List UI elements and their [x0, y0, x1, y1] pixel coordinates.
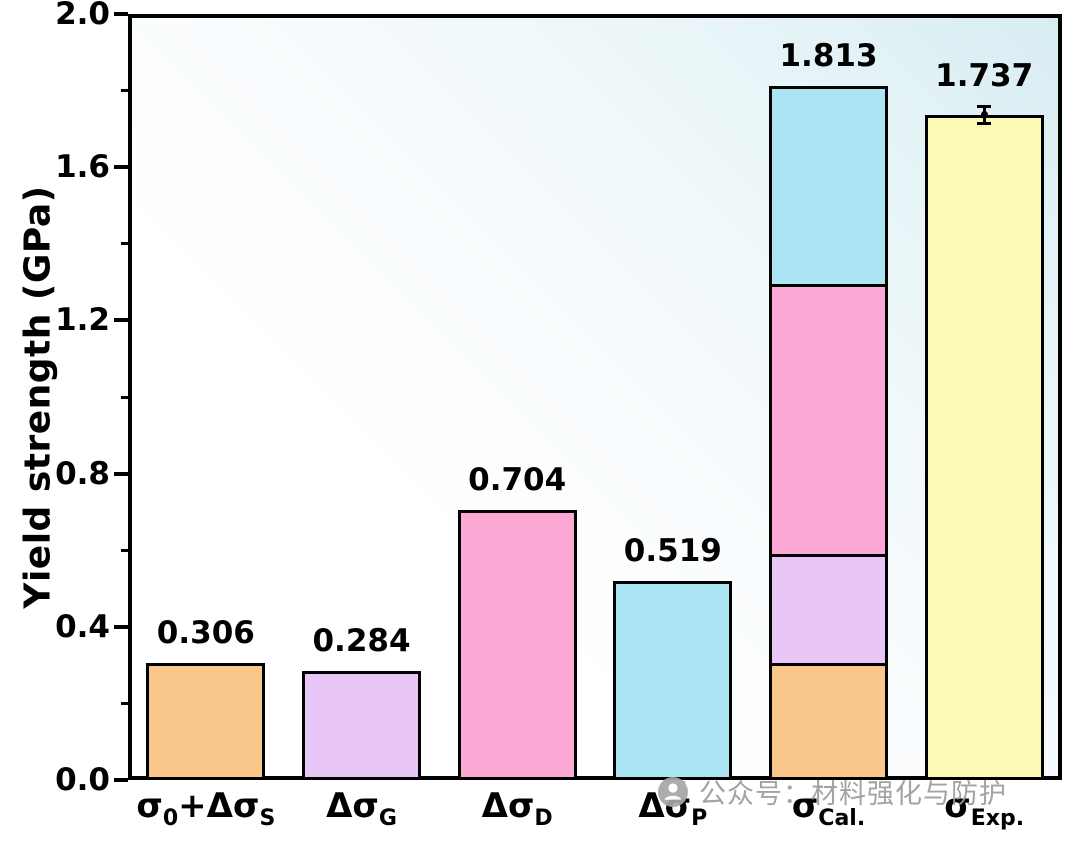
y-tick-label: 0.0	[55, 762, 110, 798]
bar-segment-sigmaCal-2	[769, 284, 888, 558]
bar-dsigmaG	[302, 671, 421, 780]
bar-value-label: 0.519	[623, 533, 722, 570]
y-tick-mark	[114, 165, 128, 170]
y-tick-label: 1.6	[55, 149, 110, 186]
plot-area	[128, 14, 1062, 780]
y-minor-tick-mark	[121, 701, 128, 705]
watermark: 公众号：材料强化与防护	[656, 772, 1007, 811]
bar-value-label: 0.284	[312, 623, 411, 660]
x-label-text: σ	[136, 786, 163, 826]
x-label-subscript: Exp.	[970, 805, 1025, 831]
y-minor-tick-mark	[121, 548, 128, 552]
y-tick-mark	[114, 318, 128, 323]
x-category-label: σCal.	[719, 786, 939, 831]
y-axis-title: Yield strength (GPa)	[17, 185, 59, 609]
x-category-label: ΔσG	[252, 786, 472, 831]
bar-value-label: 1.737	[935, 58, 1034, 95]
watermark-text: 公众号：材料强化与防护	[699, 779, 1007, 810]
x-label-text: σ	[944, 786, 971, 826]
y-tick-mark	[114, 624, 128, 629]
y-minor-tick-mark	[121, 242, 128, 246]
error-bar-marker	[980, 111, 988, 119]
y-tick-label: 1.2	[55, 302, 110, 339]
y-tick-mark	[114, 471, 128, 476]
y-tick-mark	[114, 778, 128, 782]
y-tick-label: 2.0	[55, 0, 110, 32]
bar-segment-sigmaCal-1	[769, 554, 888, 666]
x-label-subscript: P	[691, 805, 708, 831]
x-category-label: σ0+ΔσS	[96, 786, 316, 831]
y-tick-label: 0.8	[55, 455, 110, 492]
bar-dsigmaP	[613, 581, 733, 780]
x-label-text: Δσ	[326, 786, 379, 826]
error-bar-cap-bottom	[977, 121, 992, 125]
x-category-label: ΔσD	[407, 786, 627, 831]
bar-sigmaExp	[924, 114, 1044, 780]
x-label-text: σ	[791, 786, 819, 826]
x-label-subscript: G	[378, 805, 397, 831]
y-minor-tick-mark	[121, 89, 128, 93]
y-tick-label: 0.4	[55, 608, 110, 645]
bar-value-label: 0.306	[156, 614, 255, 651]
x-label-subscript: 0	[162, 805, 179, 831]
error-bar-cap-top	[977, 104, 992, 108]
x-label-text: +Δσ	[178, 786, 260, 826]
bar-segment-sigmaCal-0	[769, 662, 888, 780]
x-category-label: σExp.	[874, 786, 1080, 831]
y-tick-mark	[114, 12, 128, 16]
bar-segment-sigmaCal-3	[769, 85, 888, 288]
official-account-logo-icon	[658, 776, 688, 807]
x-label-subscript: S	[259, 805, 276, 831]
bar-sigma0-plus-dsigmaS	[146, 662, 266, 780]
x-label-subscript: D	[534, 805, 553, 831]
y-minor-tick-mark	[121, 395, 128, 399]
bar-value-label: 1.813	[779, 37, 878, 74]
bar-dsigmaD	[457, 510, 577, 780]
bar-value-label: 0.704	[468, 462, 567, 499]
x-label-text: Δσ	[481, 786, 535, 826]
x-label-subscript: Cal.	[818, 805, 866, 831]
